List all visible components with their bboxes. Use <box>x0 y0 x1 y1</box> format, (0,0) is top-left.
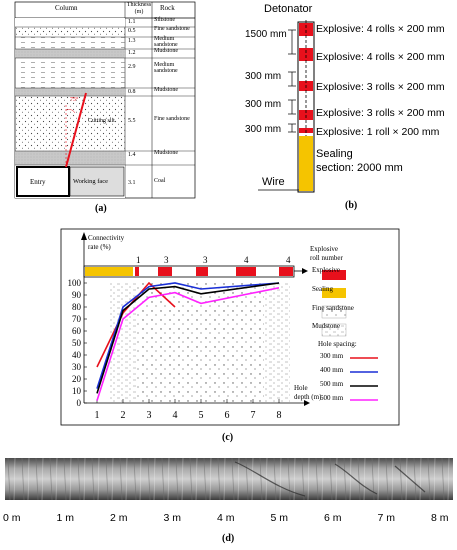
legend-sealing: Sealing <box>312 285 333 293</box>
scale-label: 6 m <box>324 512 342 524</box>
entry-label: Entry <box>30 178 46 186</box>
scale-label: 7 m <box>377 512 396 524</box>
layer-rock: Fine sandstone <box>154 116 190 122</box>
charge-label: Explosive: 3 rolls × 200 mm <box>316 81 445 93</box>
layer-rock: Mudstone <box>154 48 178 54</box>
detonator-label: Detonator <box>264 3 313 15</box>
roll-number: 4 <box>244 255 249 265</box>
x-tick-label: 2 <box>121 410 126 421</box>
layer-rock: Mudstone <box>154 150 178 156</box>
x-axis-title-line2: depth (m) <box>294 393 322 401</box>
x-tick-label: 3 <box>147 410 152 421</box>
legend-series-label: 500 mm <box>320 380 344 388</box>
wire-label: Wire <box>262 176 285 188</box>
x-tick-label: 5 <box>199 410 204 421</box>
charge-label: Explosive: 3 rolls × 200 mm <box>316 107 445 119</box>
layer-thickness: 5.5 <box>128 118 136 124</box>
scale-label: 3 m <box>163 512 182 524</box>
series-line-500-mm <box>96 282 280 394</box>
layer-rock: Coal <box>154 178 166 184</box>
caption-b: (b) <box>345 200 358 211</box>
scale-label: 0 m <box>3 512 21 524</box>
layer-thickness: 1.1 <box>128 19 136 25</box>
y-tick-label: 100 <box>68 278 82 288</box>
y-tick-label: 90 <box>72 290 82 300</box>
scale-label: 2 m <box>110 512 128 524</box>
layer-rock: Medium sandstone <box>154 62 178 74</box>
caption-c: (c) <box>222 432 234 443</box>
legend-series-label: 600 mm <box>320 394 344 402</box>
spacing-label: 300 mm <box>245 71 282 82</box>
layer-thickness: 3.1 <box>128 180 136 186</box>
roll-number-title-line1: Explosive <box>310 245 338 253</box>
caption-d: (d) <box>222 533 235 544</box>
scale-label: 1 m <box>56 512 75 524</box>
sealing-section <box>299 136 313 191</box>
y-tick-label: 80 <box>72 302 82 312</box>
y-tick-label: 0 <box>77 398 82 408</box>
y-axis-title-line2: rate (%) <box>88 243 111 251</box>
legend-series-label: 400 mm <box>320 366 344 374</box>
y-tick-label: 60 <box>72 326 82 336</box>
x-tick-label: 7 <box>251 410 256 421</box>
roll-number: 1 <box>136 255 141 265</box>
layer-thickness: 2.9 <box>128 64 136 70</box>
spacing-label: 300 mm <box>245 124 282 135</box>
panel-b-charge-structure <box>258 20 315 193</box>
legend-explosive: Explosive <box>312 266 340 274</box>
roll-number: 3 <box>203 255 208 265</box>
caption-a: (a) <box>95 203 107 214</box>
y-axis-title-line1: Connectivity <box>88 234 125 242</box>
scale-label: 4 m <box>217 512 235 524</box>
x-tick-label: 1 <box>95 410 100 421</box>
x-tick-label: 8 <box>277 410 282 421</box>
layer-thickness: 1.2 <box>128 50 136 56</box>
layer-rock: Fine sandstone <box>154 26 190 32</box>
column-header: Column <box>55 4 78 12</box>
charge-label: Explosive: 4 rolls × 200 mm <box>316 51 445 63</box>
layer-thickness: 1.4 <box>128 152 136 158</box>
cutting-slit-label: Cutting slit <box>88 118 115 124</box>
layer-thickness: 0.8 <box>128 89 136 95</box>
legend-hole-spacing: Hole spacing: <box>318 340 357 348</box>
roll-number: 3 <box>164 255 169 265</box>
charge-label: Explosive: 1 roll × 200 mm <box>316 126 440 138</box>
sealing-label-line2: section: 2000 mm <box>316 162 403 174</box>
charge-label: Explosive: 4 rolls × 200 mm <box>316 23 445 35</box>
y-tick-label: 70 <box>72 314 82 324</box>
layer-rock: Siltstone <box>154 17 176 23</box>
scale-label: 8 m <box>431 512 449 524</box>
explosive-roll-bar <box>83 265 295 278</box>
layer-rock: Mudstone <box>154 87 178 93</box>
x-tick-label: 6 <box>225 410 230 421</box>
legend-mudstone: Mudstone <box>312 322 340 330</box>
spacing-label: 1500 mm <box>245 29 287 40</box>
series-line-400-mm <box>96 282 280 389</box>
legend-series-label: 300 mm <box>320 352 344 360</box>
legend-fine-sandstone: Fine sandstone <box>312 304 354 312</box>
layer-rock: Medium sandstone <box>154 36 178 48</box>
panel-c-connectivity-chart: 0 10 20 30 40 50 60 70 80 90 100 1 2 3 4 5 6 7 8 <box>60 228 400 426</box>
spacing-label: 300 mm <box>245 99 282 110</box>
layer-thickness: 0.5 <box>128 28 136 34</box>
x-axis-title-line1: Hole <box>294 384 308 392</box>
roll-number: 4 <box>286 255 291 265</box>
thickness-header: Thickness (m) <box>126 2 152 15</box>
x-tick-label: 4 <box>173 410 178 421</box>
y-tick-label: 20 <box>72 374 82 384</box>
scale-label: 5 m <box>270 512 289 524</box>
y-tick-label: 50 <box>72 338 82 348</box>
y-tick-label: 40 <box>72 350 82 360</box>
panel-d-borehole-image <box>5 458 453 500</box>
panel-a-stratigraphic-column <box>14 1 196 199</box>
roll-number-title-line2: roll number <box>310 254 343 262</box>
rock-header: Rock <box>160 4 175 12</box>
layer-thickness: 1.3 <box>128 38 136 44</box>
y-tick-label: 30 <box>72 362 82 372</box>
angle-label: 75° <box>70 97 79 103</box>
series-line-600-mm <box>96 287 280 401</box>
working-face-label: Working face <box>73 178 109 185</box>
y-tick-label: 10 <box>72 386 82 396</box>
sealing-label-line1: Sealing <box>316 148 353 160</box>
